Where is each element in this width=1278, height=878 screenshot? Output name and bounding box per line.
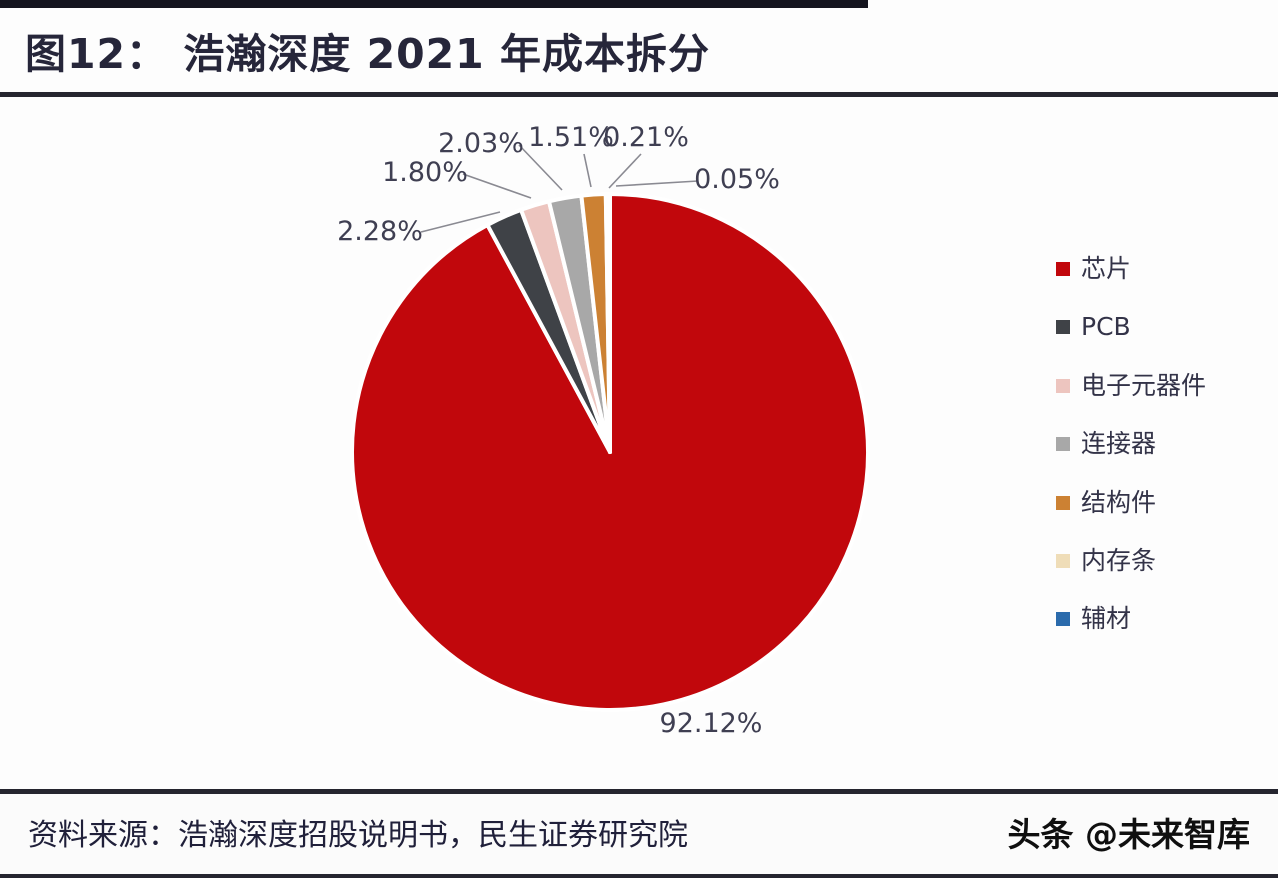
legend-swatch-icon (1056, 495, 1070, 510)
legend-item-6: 辅材 (1056, 606, 1131, 632)
legend-item-3: 连接器 (1056, 431, 1156, 457)
leader-line-5 (608, 153, 642, 189)
chart-title: 图12： 浩瀚深度 2021 年成本拆分 (25, 30, 710, 78)
data-label-5: 0.21% (603, 122, 689, 153)
legend-swatch-icon (1056, 612, 1070, 627)
legend-label: 辅材 (1081, 604, 1132, 634)
legend-label: 内存条 (1081, 546, 1157, 575)
leader-line-3 (518, 144, 563, 191)
legend-item-4: 结构件 (1056, 487, 1157, 517)
legend-swatch-icon (1056, 320, 1070, 335)
legend-item-2: 电子元器件 (1056, 370, 1207, 400)
footer: 资料来源：浩瀚深度招股说明书，民生证券研究院 头条 @未来智库 (0, 794, 1278, 874)
legend-swatch-icon (1056, 554, 1070, 568)
leader-line-4 (583, 153, 592, 188)
pie-chart: 92.12% 2.28% 1.80%2.03% 1.51%0.21%0.05% (337, 122, 870, 739)
data-label-2: 1.80% (382, 157, 468, 188)
legend-label: 电子元器件 (1081, 370, 1207, 400)
pie-slice-6 (607, 191, 612, 454)
legend-label: 芯片 (1081, 254, 1132, 283)
title-divider (0, 92, 1278, 97)
legend-swatch-icon (1056, 262, 1070, 276)
legend-label: 连接器 (1081, 429, 1157, 459)
data-label-4: 1.51% (528, 122, 614, 153)
data-label-1: 2.28% (337, 216, 423, 247)
leader-line-1 (420, 211, 501, 233)
data-label-0: 92.12% (660, 708, 763, 739)
leader-line-6 (615, 180, 699, 187)
legend-item-5: 内存条 (1056, 548, 1156, 574)
legend-item-1: PCB (1056, 314, 1131, 340)
leader-line-2 (462, 173, 532, 199)
bottom-accent-bar (0, 874, 1278, 878)
watermark: 头条 @未来智库 (1007, 815, 1251, 854)
legend-swatch-icon (1056, 437, 1070, 452)
legend-item-0: 芯片 (1056, 256, 1131, 282)
footer-divider (0, 789, 1278, 794)
legend-label: PCB (1081, 312, 1131, 342)
top-accent-bar (0, 0, 868, 8)
source-note: 资料来源：浩瀚深度招股说明书，民生证券研究院 (28, 818, 688, 853)
legend-label: 结构件 (1081, 487, 1157, 517)
data-label-6: 0.05% (694, 164, 780, 195)
data-label-3: 2.03% (438, 128, 524, 159)
legend-swatch-icon (1056, 378, 1070, 393)
